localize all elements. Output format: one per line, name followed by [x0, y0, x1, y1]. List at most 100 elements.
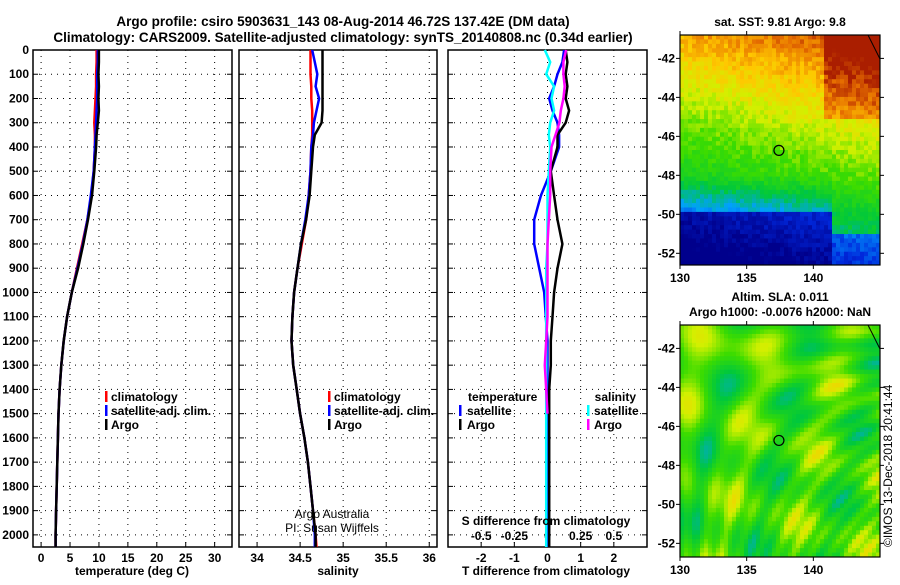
map-cell: [748, 84, 752, 89]
map-cell: [732, 115, 736, 120]
map-cell: [788, 141, 792, 146]
map-cell: [864, 115, 868, 120]
series-line-climatology: [56, 50, 97, 547]
map-cell: [716, 508, 720, 513]
map-cell: [856, 110, 860, 115]
map-cell: [824, 495, 828, 500]
map-cell: [856, 88, 860, 93]
map-cell: [828, 137, 832, 142]
map-cell: [836, 137, 840, 142]
map-cell: [768, 177, 772, 182]
map-cell: [764, 437, 768, 442]
map-cell: [796, 437, 800, 442]
map-cell: [816, 347, 820, 352]
map-cell: [812, 181, 816, 186]
map-cell: [812, 499, 816, 504]
map-cell: [840, 132, 844, 137]
map-cell: [828, 495, 832, 500]
map-cell: [784, 356, 788, 361]
map-cell: [864, 168, 868, 173]
map-cell: [764, 238, 768, 243]
map-cell: [716, 405, 720, 410]
map-cell: [744, 343, 748, 348]
map-cell: [812, 256, 816, 261]
map-cell: [696, 141, 700, 146]
y-tick-label: 300: [9, 116, 29, 130]
map-cell: [772, 172, 776, 177]
map-cell: [800, 194, 804, 199]
map-cell: [796, 379, 800, 384]
map-cell: [808, 392, 812, 397]
map-cell: [856, 383, 860, 388]
map-cell: [788, 216, 792, 221]
map-cell: [716, 490, 720, 495]
map-cell: [768, 212, 772, 217]
map-cell: [740, 137, 744, 142]
map-cell: [804, 352, 808, 357]
map-cell: [856, 119, 860, 124]
map-cell: [864, 256, 868, 261]
map-cell: [836, 234, 840, 239]
map-cell: [832, 450, 836, 455]
map-cell: [848, 203, 852, 208]
map-cell: [808, 247, 812, 252]
map-cell: [856, 97, 860, 102]
map-cell: [780, 387, 784, 392]
map-cell: [808, 137, 812, 142]
map-cell: [792, 212, 796, 217]
map-cell: [784, 97, 788, 102]
map-cell: [788, 234, 792, 239]
map-cell: [764, 225, 768, 230]
map-cell: [796, 396, 800, 401]
map-cell: [684, 150, 688, 155]
map-cell: [788, 57, 792, 62]
map-cell: [784, 503, 788, 508]
map-cell: [760, 93, 764, 98]
map-cell: [844, 212, 848, 217]
map-cell: [752, 247, 756, 252]
map-cell: [808, 48, 812, 53]
map-cell: [868, 159, 872, 164]
map-cell: [768, 392, 772, 397]
map-cell: [692, 437, 696, 442]
map-cell: [752, 190, 756, 195]
map-cell: [688, 137, 692, 142]
map-cell: [856, 146, 860, 151]
map-cell: [784, 221, 788, 226]
map-cell: [716, 123, 720, 128]
map-cell: [688, 123, 692, 128]
map-cell: [688, 437, 692, 442]
map-cell: [832, 123, 836, 128]
map-cell: [844, 383, 848, 388]
map-cell: [820, 252, 824, 257]
map-cell: [700, 352, 704, 357]
map-cell: [860, 163, 864, 168]
map-cell: [696, 495, 700, 500]
map-cell: [788, 70, 792, 75]
map-cell: [748, 450, 752, 455]
map-cell: [704, 181, 708, 186]
map-cell: [692, 79, 696, 84]
map-cell: [688, 203, 692, 208]
map-cell: [700, 185, 704, 190]
map-cell: [732, 396, 736, 401]
map-cell: [820, 238, 824, 243]
map-cell: [828, 93, 832, 98]
map-cell: [808, 243, 812, 248]
map-cell: [736, 44, 740, 49]
map-cell: [680, 137, 684, 142]
map-cell: [844, 428, 848, 433]
map-cell: [836, 334, 840, 339]
map-cell: [760, 410, 764, 415]
map-cell: [848, 396, 852, 401]
map-cell: [784, 194, 788, 199]
map-cell: [788, 347, 792, 352]
map-cell: [708, 128, 712, 133]
map-cell: [700, 123, 704, 128]
map-cell: [828, 454, 832, 459]
map-cell: [820, 181, 824, 186]
map-cell: [824, 62, 828, 67]
map-cell: [700, 203, 704, 208]
map-cell: [776, 503, 780, 508]
map-cell: [736, 247, 740, 252]
